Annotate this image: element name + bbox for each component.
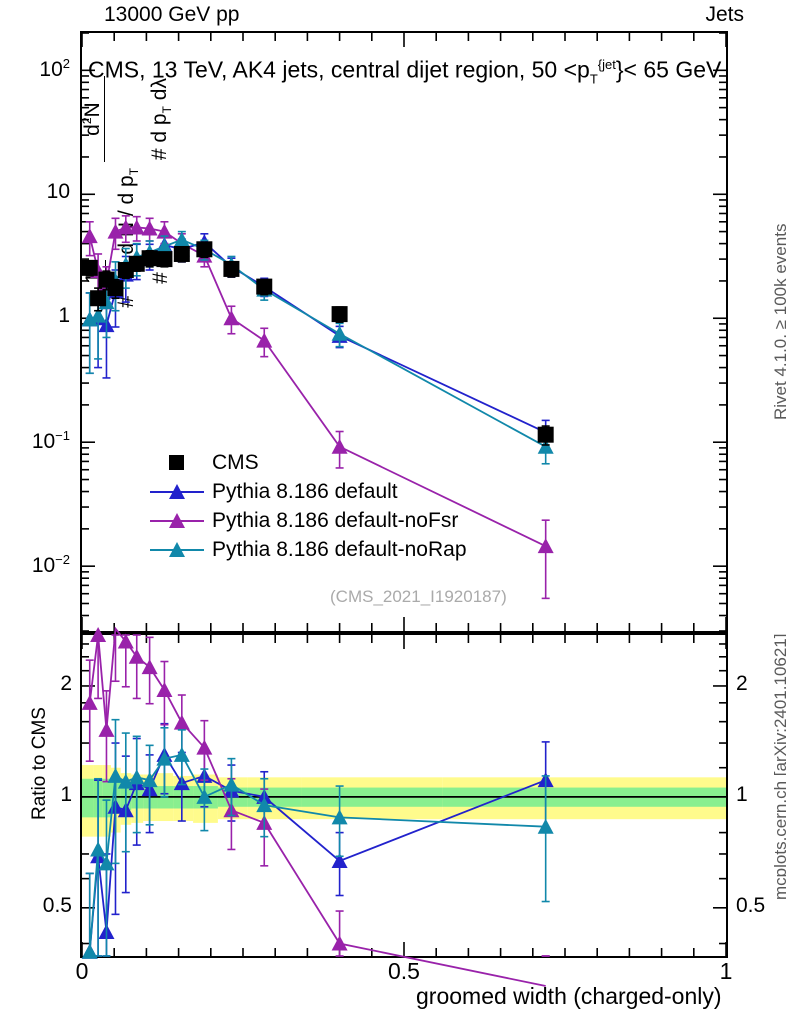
y-axis-title: # 1 # d N / d pT d2N # d pT dλ: [80, 76, 175, 308]
legend-square-marker-icon: [150, 448, 204, 477]
x-tick-2: 1: [719, 958, 733, 984]
y-tick-main-2: 1: [58, 304, 70, 328]
y-tick-ratio-left-2: 0.5: [42, 893, 72, 917]
y-tick-main-0: 102: [39, 56, 70, 82]
rivet-version-label: Rivet 4.1.0, ≥ 100k events: [771, 223, 786, 420]
plot-title-sub: T: [589, 71, 598, 87]
x-tick-0: 0: [75, 958, 89, 984]
y-tick-ratio-right-0: 2: [736, 671, 748, 695]
plot-title-main: CMS, 13 TeV, AK4 jets, central dijet reg…: [88, 56, 590, 83]
x-axis-title: groomed width (charged-only): [416, 983, 722, 1009]
legend-label: Pythia 8.186 default-noRap: [212, 538, 467, 561]
plot-title-sup: {jet: [597, 57, 616, 72]
y-tick-main-1: 10: [46, 180, 70, 204]
legend-label: Pythia 8.186 default-noFsr: [212, 509, 459, 532]
x-tick-1: 0.5: [388, 958, 420, 984]
plot-title-tail: }< 65 GeV: [615, 56, 722, 83]
beam-energy-label: 13000 GeV pp: [104, 3, 240, 26]
y-tick-main-4: 10−2: [31, 552, 70, 578]
analysis-group-label: Jets: [705, 3, 744, 26]
y-tick-ratio-left-1: 1: [60, 782, 72, 806]
y-tick-ratio-right-1: 1: [736, 782, 748, 806]
ratio-plot-frame: [80, 633, 728, 958]
legend-label: CMS: [212, 451, 259, 474]
legend-triangle-marker-icon: [150, 477, 204, 506]
legend-triangle-marker-icon: [150, 535, 204, 564]
y-axis-num-2: d2N: [80, 76, 106, 163]
y-axis-den-1: #: [149, 272, 173, 284]
y-axis-num-1: 1: [82, 260, 107, 296]
y-tick-main-3: 10−1: [31, 428, 70, 454]
analysis-id-watermark: (CMS_2021_I1920187): [330, 587, 507, 606]
plot-title: CMS, 13 TeV, AK4 jets, central dijet reg…: [88, 58, 721, 85]
legend-triangle-marker-icon: [150, 506, 204, 535]
y-tick-ratio-right-2: 0.5: [736, 893, 766, 917]
legend-label: Pythia 8.186 default: [212, 480, 398, 503]
y-tick-ratio-left-0: 2: [60, 671, 72, 695]
y-axis-den-2: # d pT dλ: [148, 78, 175, 161]
